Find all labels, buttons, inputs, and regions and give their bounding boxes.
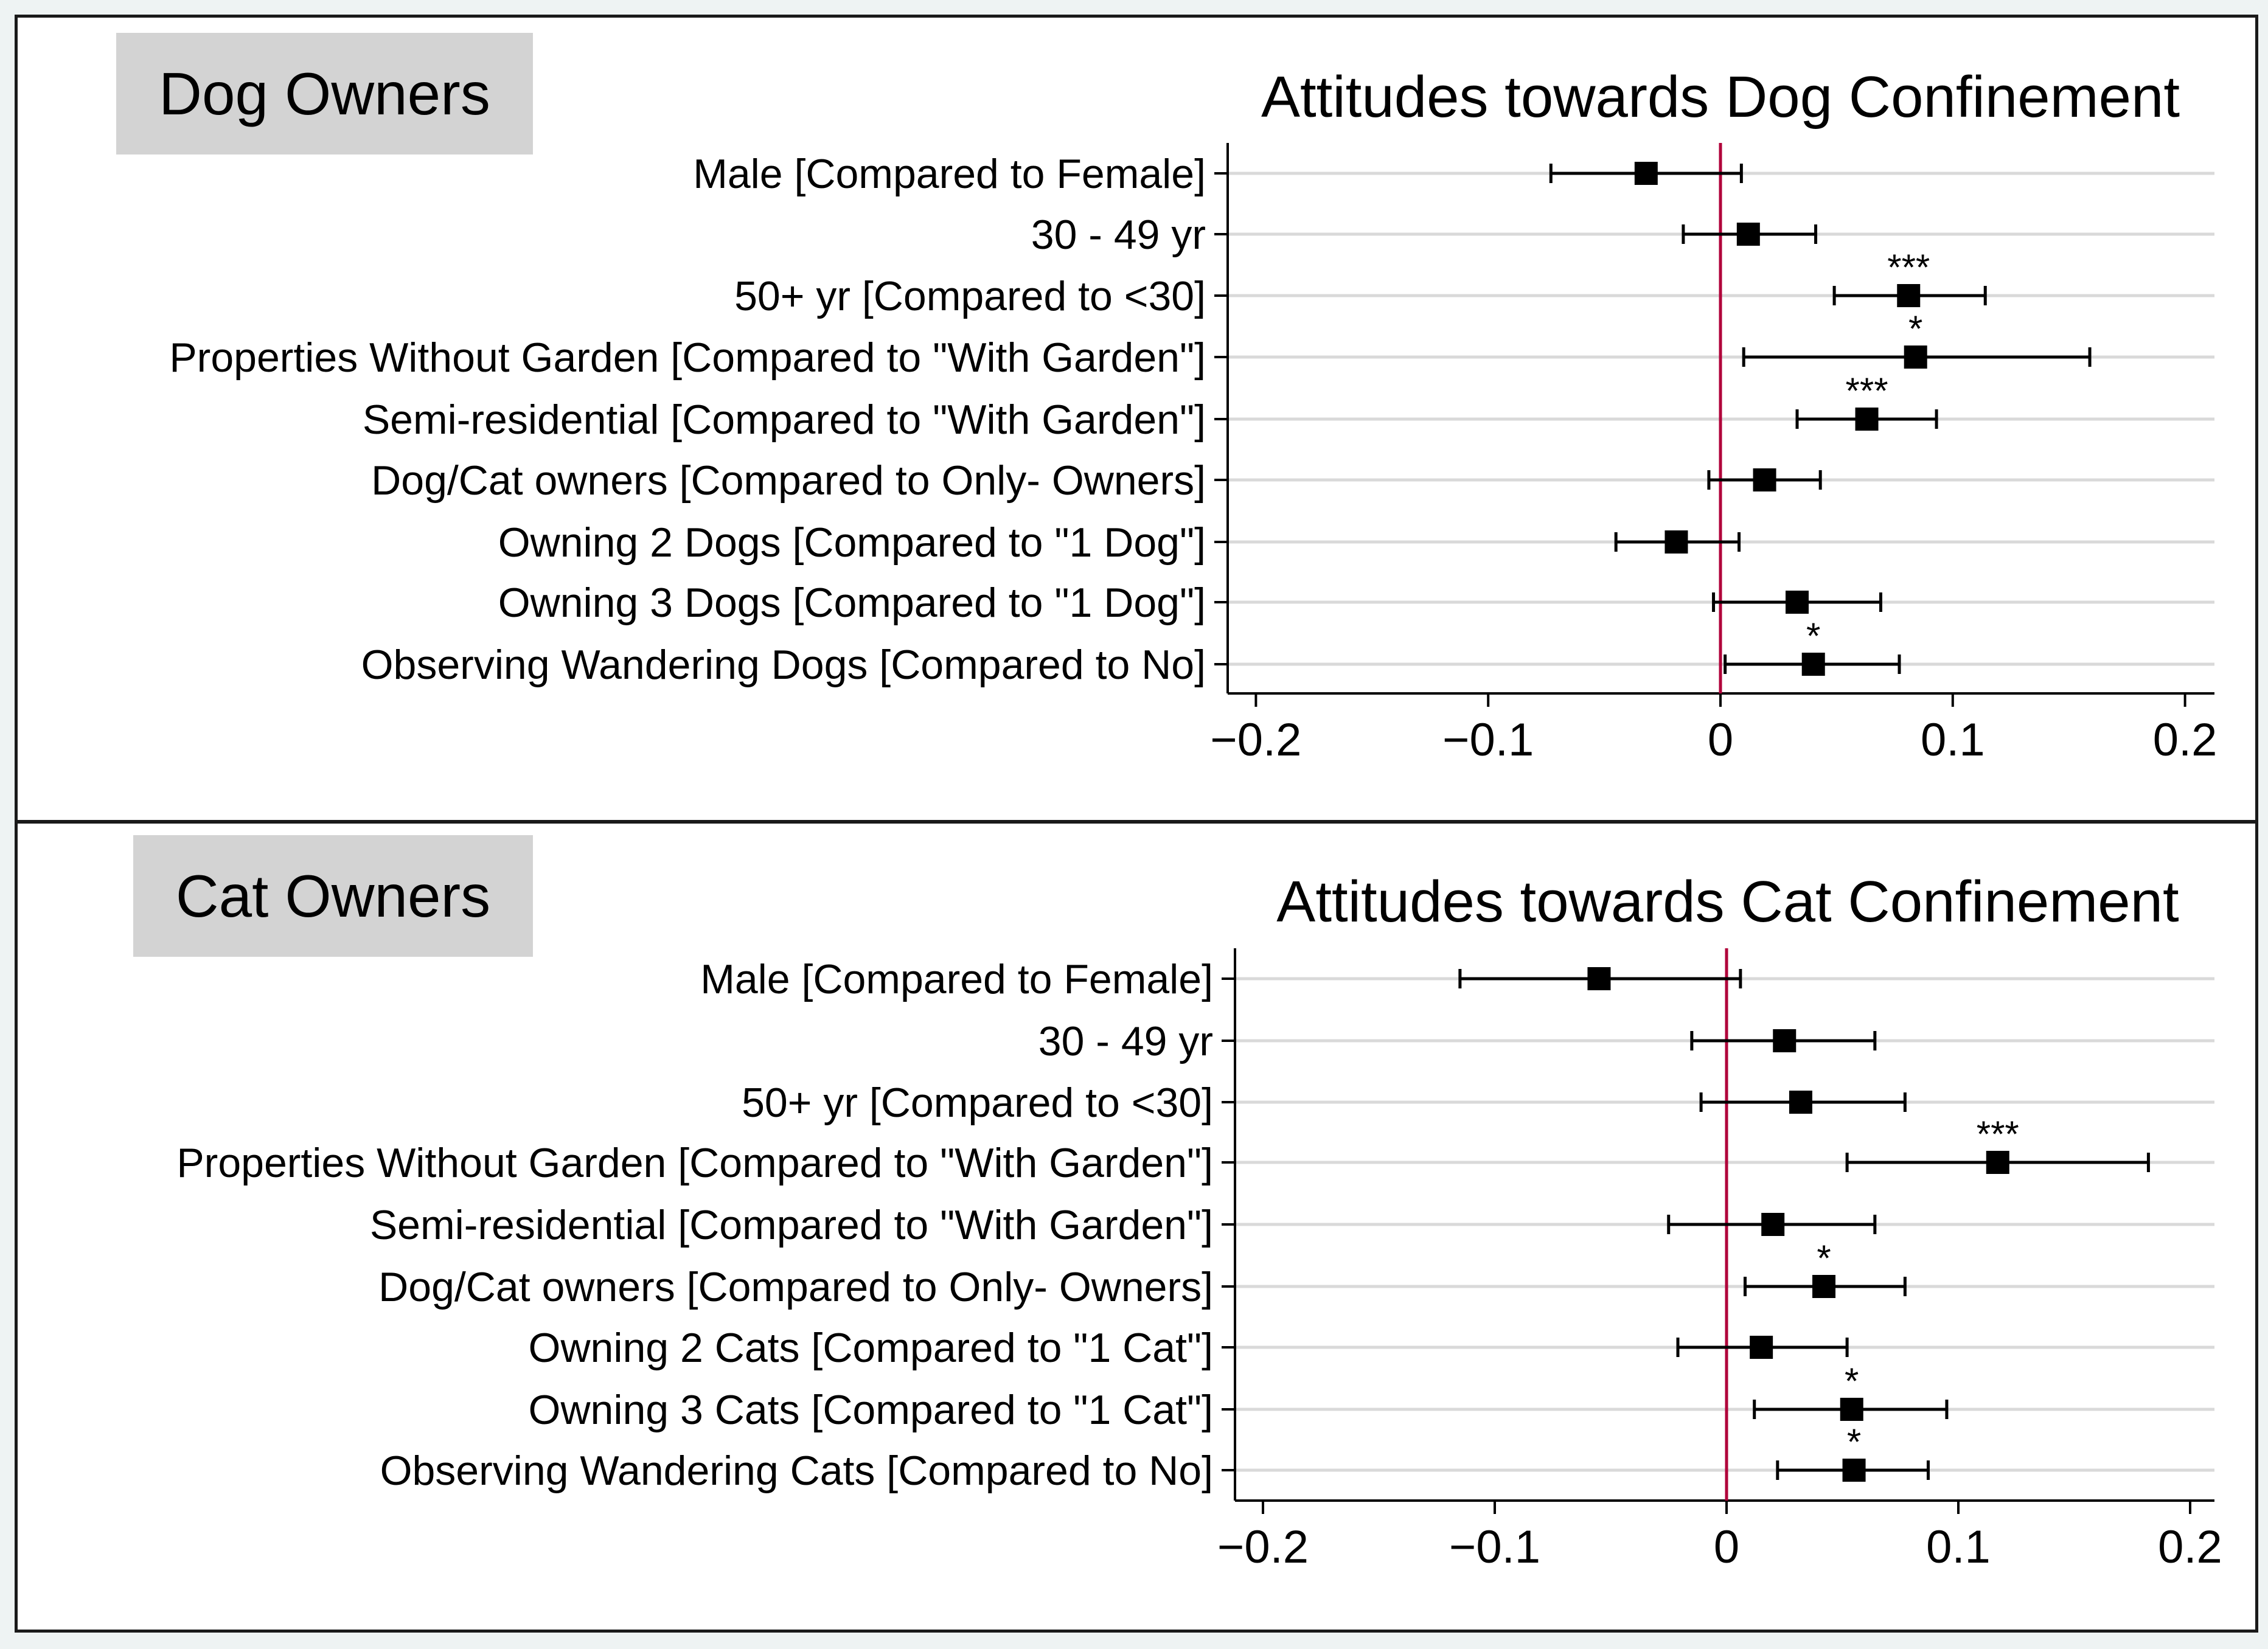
cat-estimate-marker-1 <box>1773 1029 1797 1052</box>
dog-x-tick-label-0: −0.2 <box>1210 714 1301 766</box>
cat-x-tick-label-3: 0.1 <box>1926 1521 1991 1573</box>
dog-category-label-6: Owning 2 Dogs [Compared to "1 Dog"] <box>498 519 1206 566</box>
cat-chart-title: Attitudes towards Cat Confinement <box>1276 869 2179 934</box>
dog-estimate-marker-2 <box>1897 284 1921 307</box>
dog-x-tick-label-4: 0.2 <box>2153 714 2218 766</box>
dog-category-label-4: Semi-residential [Compared to "With Gard… <box>363 397 1206 443</box>
dog-estimate-marker-3 <box>1904 345 1927 369</box>
cat-category-label-2: 50+ yr [Compared to <30] <box>742 1080 1213 1126</box>
dog-x-tick-label-2: 0 <box>1708 714 1733 766</box>
cat-x-tick-label-0: −0.2 <box>1217 1521 1309 1573</box>
dog-estimate-marker-8 <box>1801 653 1825 676</box>
cat-estimate-marker-4 <box>1761 1213 1785 1236</box>
cat-x-tick-label-1: −0.1 <box>1449 1521 1540 1573</box>
dog-estimate-marker-4 <box>1855 408 1879 431</box>
cat-x-tick-label-4: 0.2 <box>2158 1521 2222 1573</box>
dog-category-label-8: Observing Wandering Dogs [Compared to No… <box>361 642 1206 688</box>
dog-owners-tag: Dog Owners <box>116 33 533 154</box>
cat-estimate-marker-5 <box>1812 1275 1836 1298</box>
cat-x-tick-label-2: 0 <box>1714 1521 1739 1573</box>
dog-significance-4: *** <box>1846 370 1888 411</box>
cat-significance-8: * <box>1847 1422 1861 1462</box>
panel-divider <box>15 820 2258 824</box>
dog-category-label-7: Owning 3 Dogs [Compared to "1 Dog"] <box>498 580 1206 626</box>
cat-category-label-4: Semi-residential [Compared to "With Gard… <box>370 1202 1213 1248</box>
cat-category-label-3: Properties Without Garden [Compared to "… <box>176 1140 1213 1186</box>
dog-estimate-marker-0 <box>1634 162 1658 185</box>
cat-category-label-6: Owning 2 Cats [Compared to "1 Cat"] <box>529 1325 1213 1371</box>
cat-estimate-marker-8 <box>1842 1459 1866 1482</box>
dog-x-tick-label-1: −0.1 <box>1442 714 1534 766</box>
dog-significance-8: * <box>1806 616 1820 656</box>
dog-estimate-marker-6 <box>1664 530 1688 554</box>
dog-significance-2: *** <box>1887 247 1930 288</box>
dog-category-label-0: Male [Compared to Female] <box>693 151 1206 197</box>
cat-estimate-marker-7 <box>1840 1398 1863 1421</box>
cat-category-label-0: Male [Compared to Female] <box>700 956 1213 1002</box>
dog-category-label-5: Dog/Cat owners [Compared to Only- Owners… <box>371 457 1206 504</box>
dog-estimate-marker-5 <box>1753 468 1776 491</box>
cat-estimate-marker-2 <box>1789 1091 1812 1114</box>
dog-chart-title: Attitudes towards Dog Confinement <box>1261 64 2180 130</box>
cat-category-label-8: Observing Wandering Cats [Compared to No… <box>380 1448 1213 1494</box>
cat-estimate-marker-0 <box>1587 967 1611 990</box>
cat-estimate-marker-3 <box>1986 1151 2009 1174</box>
cat-owners-tag: Cat Owners <box>133 835 533 957</box>
dog-estimate-marker-7 <box>1785 591 1809 614</box>
dog-category-label-2: 50+ yr [Compared to <30] <box>734 273 1206 319</box>
cat-category-label-5: Dog/Cat owners [Compared to Only- Owners… <box>378 1264 1213 1310</box>
dog-significance-3: * <box>1908 308 1922 349</box>
cat-estimate-marker-6 <box>1750 1336 1773 1359</box>
cat-category-label-1: 30 - 49 yr <box>1038 1018 1213 1064</box>
dog-category-label-3: Properties Without Garden [Compared to "… <box>169 335 1206 381</box>
cat-category-label-7: Owning 3 Cats [Compared to "1 Cat"] <box>529 1387 1213 1433</box>
dog-category-label-1: 30 - 49 yr <box>1031 212 1206 258</box>
dog-x-tick-label-3: 0.1 <box>1921 714 1985 766</box>
cat-significance-7: * <box>1845 1361 1859 1401</box>
dog-estimate-marker-1 <box>1736 223 1760 246</box>
figure-frame <box>15 15 2258 1633</box>
cat-significance-3: *** <box>1977 1114 2019 1154</box>
cat-significance-5: * <box>1817 1238 1831 1279</box>
